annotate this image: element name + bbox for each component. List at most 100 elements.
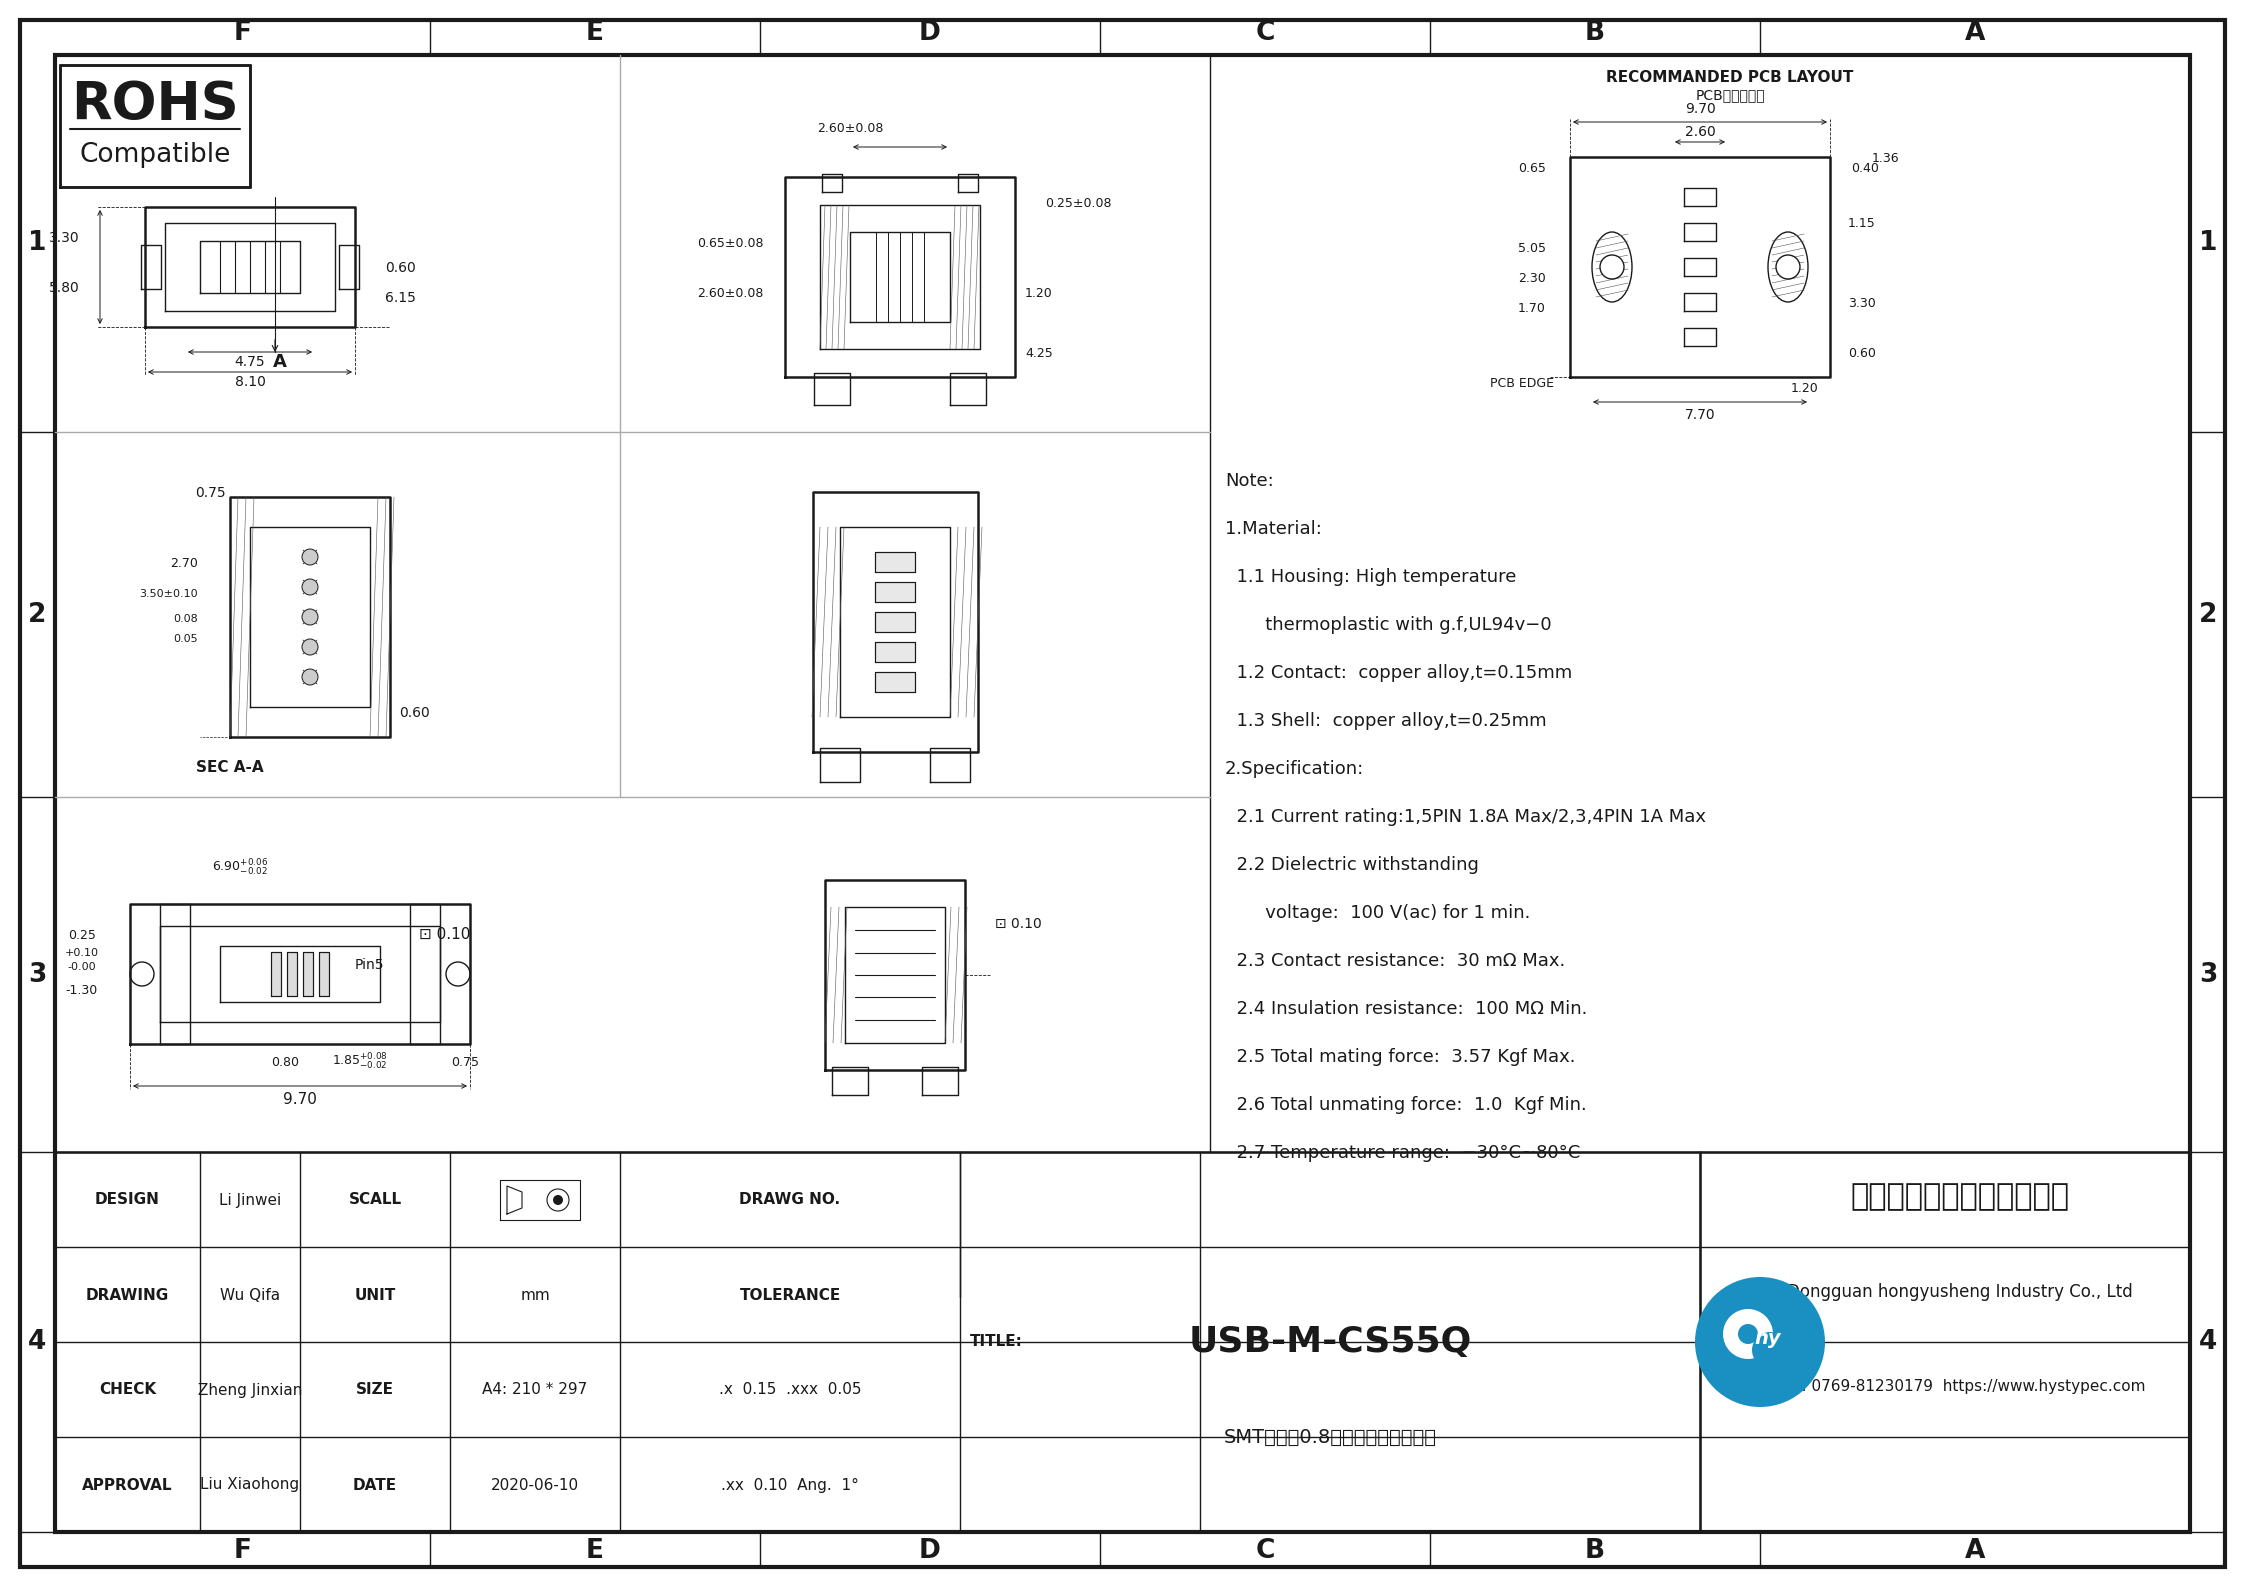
Text: 2: 2 <box>27 601 47 627</box>
Text: 2.2 Dielectric withstanding: 2.2 Dielectric withstanding <box>1226 855 1479 874</box>
Text: TEL: 0769-81230179  https://www.hystypec.com: TEL: 0769-81230179 https://www.hystypec.… <box>1774 1379 2146 1395</box>
Text: E: E <box>586 21 604 46</box>
Text: voltage:  100 V(ac) for 1 min.: voltage: 100 V(ac) for 1 min. <box>1226 905 1531 922</box>
Text: 0.60: 0.60 <box>400 706 431 720</box>
Text: 4: 4 <box>27 1328 47 1355</box>
Text: 1.1 Housing: High temperature: 1.1 Housing: High temperature <box>1226 568 1515 586</box>
Text: 2.5 Total mating force:  3.57 Kgf Max.: 2.5 Total mating force: 3.57 Kgf Max. <box>1226 1047 1576 1066</box>
Text: F: F <box>233 21 251 46</box>
Text: DESIGN: DESIGN <box>94 1192 159 1208</box>
Text: 2.Specification:: 2.Specification: <box>1226 760 1365 778</box>
Text: SMT沉板式0.8四脚全插有导位有孔: SMT沉板式0.8四脚全插有导位有孔 <box>1224 1427 1437 1446</box>
Text: thermoplastic with g.f,UL94v−0: thermoplastic with g.f,UL94v−0 <box>1226 616 1551 633</box>
Text: 0.60: 0.60 <box>384 260 415 275</box>
Text: 东莞市宏煕盛实业有限公司: 东莞市宏煕盛实业有限公司 <box>1850 1182 2070 1211</box>
Text: DATE: DATE <box>352 1477 397 1492</box>
Text: Li Jinwei: Li Jinwei <box>218 1192 281 1208</box>
Text: -0.00: -0.00 <box>67 962 97 971</box>
Text: 2.6 Total unmating force:  1.0  Kgf Min.: 2.6 Total unmating force: 1.0 Kgf Min. <box>1226 1097 1587 1114</box>
Text: 0.25: 0.25 <box>67 928 97 943</box>
Polygon shape <box>303 952 312 997</box>
Text: A: A <box>1964 21 1985 46</box>
Text: 1.36: 1.36 <box>1870 152 1899 165</box>
Text: 1.20: 1.20 <box>1026 287 1053 300</box>
Polygon shape <box>272 952 281 997</box>
Text: -1.30: -1.30 <box>65 984 99 997</box>
Circle shape <box>1722 1309 1774 1358</box>
Text: Liu Xiaohong: Liu Xiaohong <box>200 1477 299 1492</box>
Text: ROHS: ROHS <box>72 79 238 132</box>
Text: Compatible: Compatible <box>79 141 231 168</box>
Text: 0.08: 0.08 <box>173 614 198 624</box>
Text: 2.60±0.08: 2.60±0.08 <box>696 287 763 300</box>
Polygon shape <box>876 613 916 632</box>
Text: D: D <box>918 21 941 46</box>
Text: Wu Qifa: Wu Qifa <box>220 1287 281 1303</box>
Text: 2020-06-10: 2020-06-10 <box>492 1477 579 1492</box>
Text: 3: 3 <box>2198 962 2218 987</box>
Circle shape <box>1601 256 1623 279</box>
Polygon shape <box>20 21 2225 1566</box>
Text: Note:: Note: <box>1226 471 1273 490</box>
Text: 0.65±0.08: 0.65±0.08 <box>696 236 763 251</box>
Text: 0.05: 0.05 <box>173 633 198 644</box>
Text: SIZE: SIZE <box>357 1382 395 1398</box>
Text: 1.20: 1.20 <box>1792 382 1818 395</box>
Text: ⊡ 0.10: ⊡ 0.10 <box>420 927 471 943</box>
Polygon shape <box>61 65 249 187</box>
Text: C: C <box>1255 21 1275 46</box>
Polygon shape <box>319 952 330 997</box>
Polygon shape <box>287 952 296 997</box>
Text: 3.30: 3.30 <box>49 232 81 244</box>
Text: 9.70: 9.70 <box>1684 102 1715 116</box>
Text: 宏煜盛
HYS SW: 宏煜盛 HYS SW <box>382 562 938 813</box>
Circle shape <box>303 609 319 625</box>
Text: A: A <box>274 352 287 371</box>
Text: 2.3 Contact resistance:  30 mΩ Max.: 2.3 Contact resistance: 30 mΩ Max. <box>1226 952 1565 970</box>
Circle shape <box>1776 256 1800 279</box>
Circle shape <box>303 640 319 655</box>
Text: RECOMMANDED PCB LAYOUT: RECOMMANDED PCB LAYOUT <box>1607 70 1854 86</box>
Text: USB-M-CS55Q: USB-M-CS55Q <box>1188 1325 1473 1358</box>
Text: A4: 210 * 297: A4: 210 * 297 <box>483 1382 588 1398</box>
Text: Pin5: Pin5 <box>355 959 384 971</box>
Text: 2.60: 2.60 <box>1684 125 1715 140</box>
Polygon shape <box>876 582 916 601</box>
Text: Dongguan hongyusheng Industry Co., Ltd: Dongguan hongyusheng Industry Co., Ltd <box>1787 1282 2133 1301</box>
Text: 0.75: 0.75 <box>451 1055 478 1070</box>
Text: TITLE:: TITLE: <box>970 1335 1024 1349</box>
Text: ⊡ 0.10: ⊡ 0.10 <box>995 917 1042 932</box>
Circle shape <box>303 670 319 686</box>
Text: 2.1 Current rating:1,5PIN 1.8A Max/2,3,4PIN 1A Max: 2.1 Current rating:1,5PIN 1.8A Max/2,3,4… <box>1226 808 1706 825</box>
Text: 1.Material:: 1.Material: <box>1226 521 1322 538</box>
Text: 0.60: 0.60 <box>1848 348 1877 360</box>
Text: 3: 3 <box>27 962 47 987</box>
Text: 2.60±0.08: 2.60±0.08 <box>817 122 882 135</box>
Text: hy: hy <box>1756 1328 1780 1347</box>
Text: 4: 4 <box>2198 1328 2218 1355</box>
Circle shape <box>1738 1324 1758 1344</box>
Text: Zheng Jinxian: Zheng Jinxian <box>198 1382 303 1398</box>
Text: 4.75: 4.75 <box>236 355 265 370</box>
Text: 1.85$^{+0.08}_{-0.02}$: 1.85$^{+0.08}_{-0.02}$ <box>332 1052 388 1073</box>
Text: APPROVAL: APPROVAL <box>83 1477 173 1492</box>
Text: 6.15: 6.15 <box>384 290 415 305</box>
Text: SEC A-A: SEC A-A <box>195 760 265 774</box>
Text: DRAWING: DRAWING <box>85 1287 168 1303</box>
Circle shape <box>303 579 319 595</box>
Text: F: F <box>233 1538 251 1565</box>
Text: 9.70: 9.70 <box>283 1092 317 1106</box>
Text: 1.2 Contact:  copper alloy,t=0.15mm: 1.2 Contact: copper alloy,t=0.15mm <box>1226 663 1571 682</box>
Text: 3.50±0.10: 3.50±0.10 <box>139 589 198 598</box>
Circle shape <box>1751 1331 1787 1368</box>
Text: D: D <box>918 1538 941 1565</box>
Text: .x  0.15  .xxx  0.05: .x 0.15 .xxx 0.05 <box>718 1382 862 1398</box>
Polygon shape <box>876 552 916 571</box>
Text: 0.65: 0.65 <box>1518 162 1547 175</box>
Text: 7.70: 7.70 <box>1684 408 1715 422</box>
Text: 4.25: 4.25 <box>1026 348 1053 360</box>
Text: .xx  0.10  Ang.  1°: .xx 0.10 Ang. 1° <box>721 1477 860 1492</box>
Text: 6.90$^{+0.06}_{-0.02}$: 6.90$^{+0.06}_{-0.02}$ <box>211 859 267 878</box>
Text: SCALL: SCALL <box>348 1192 402 1208</box>
Text: E: E <box>586 1538 604 1565</box>
